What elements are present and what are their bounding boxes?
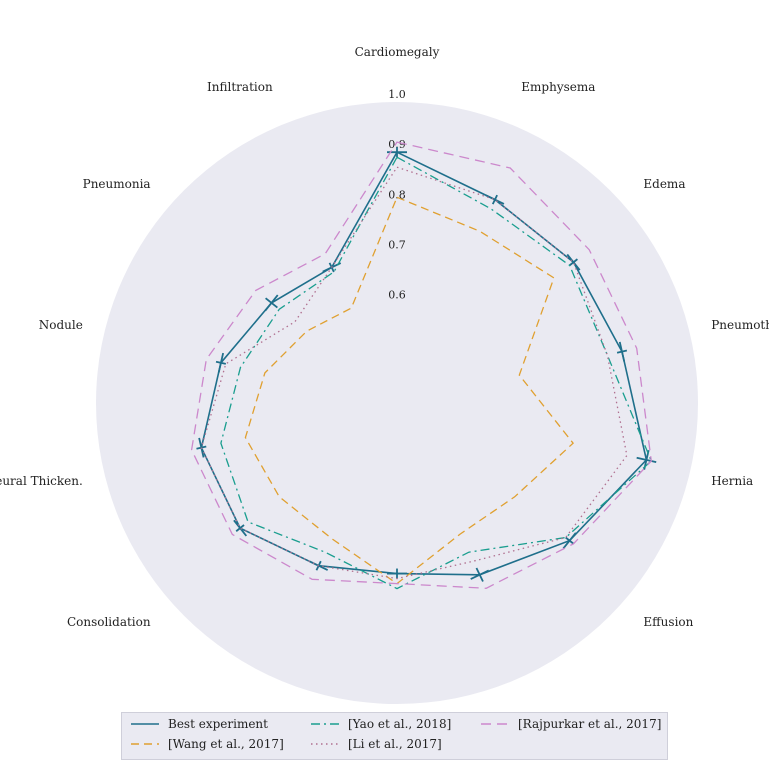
radial-tick-label: 0.6	[388, 289, 406, 302]
category-label: Hernia	[711, 474, 753, 488]
legend-label: [Li et al., 2017]	[348, 737, 442, 751]
error-bar-cap	[233, 519, 248, 537]
category-label: Pneumonia	[83, 177, 151, 191]
category-label: Emphysema	[521, 80, 595, 94]
legend-swatch	[131, 723, 159, 725]
radial-tick-label: 0.7	[388, 239, 406, 252]
chart-legend: Best experiment [Wang et al., 2017] [Yao e…	[121, 712, 668, 760]
legend-swatch	[481, 723, 509, 725]
category-label: Effusion	[643, 615, 693, 629]
legend-label: [Rajpurkar et al., 2017]	[518, 717, 662, 731]
error-bar-cap	[618, 341, 626, 362]
legend-item: [Wang et al., 2017]	[130, 737, 284, 751]
error-bar-cap	[470, 569, 490, 580]
category-label: Infiltration	[207, 80, 273, 94]
category-label: Pneumothorax	[711, 318, 769, 332]
category-label: Edema	[643, 177, 685, 191]
error-bar-cap	[566, 253, 581, 271]
category-label: Nodule	[39, 318, 83, 332]
series-line-4	[190, 141, 652, 589]
error-bar-cap	[562, 532, 577, 550]
legend-item: [Rajpurkar et al., 2017]	[480, 717, 661, 731]
legend-swatch	[311, 723, 339, 725]
radial-tick-label: 1.0	[388, 88, 406, 101]
legend-label: Best experiment	[168, 717, 268, 731]
error-bar-cap	[485, 194, 505, 205]
category-label: Cardiomegaly	[355, 45, 440, 59]
legend-item: [Li et al., 2017]	[310, 737, 442, 751]
radar-chart: 0.6 0.7 0.8 0.9 1.0 Cardiomegaly Emphysema Ede…	[0, 45, 769, 704]
category-label: Consolidation	[67, 615, 151, 629]
legend-swatch	[131, 743, 159, 745]
category-label: Pleural Thicken.	[0, 474, 83, 488]
radar-background	[96, 102, 698, 704]
error-bar-cap	[217, 352, 225, 373]
radial-tick-label: 0.9	[388, 138, 406, 151]
legend-label: [Wang et al., 2017]	[168, 737, 284, 751]
series-line-2	[220, 156, 653, 590]
legend-swatch	[311, 743, 339, 745]
legend-item: [Yao et al., 2018]	[310, 717, 451, 731]
legend-item: Best experiment	[130, 717, 268, 731]
legend-label: [Yao et al., 2018]	[348, 717, 452, 731]
radial-tick-label: 0.8	[388, 188, 406, 201]
error-bar-cap	[264, 294, 279, 312]
series-line-3	[200, 166, 628, 580]
